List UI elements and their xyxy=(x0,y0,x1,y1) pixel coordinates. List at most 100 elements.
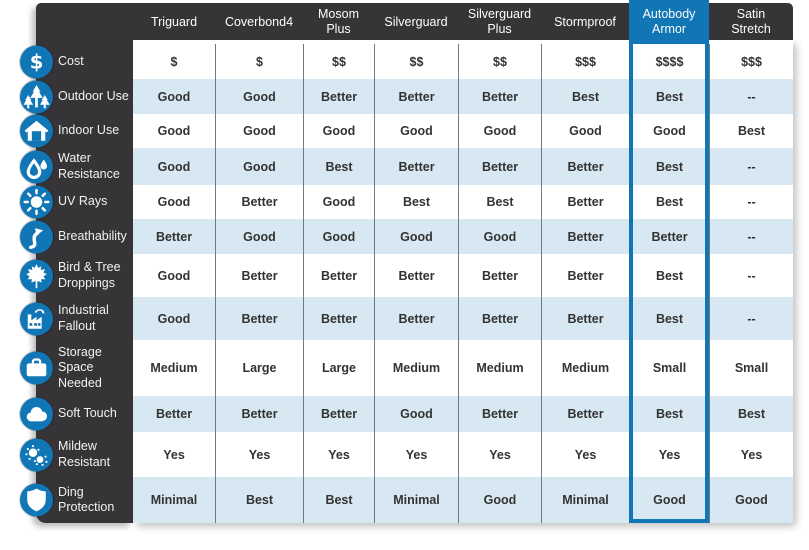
cell-soft-touch-coverbond4: Better xyxy=(215,396,303,432)
svg-text:$: $ xyxy=(30,50,44,73)
column-header-satin-stretch: Satin Stretch xyxy=(709,0,793,44)
cell-ding-protection-satin-stretch: Good xyxy=(709,477,793,523)
cell-cost-triguard: $ xyxy=(133,44,215,79)
shield-icon xyxy=(20,483,53,517)
cell-mildew-resistant-satin-stretch: Yes xyxy=(709,432,793,477)
cell-mildew-resistant-silverguard: Yes xyxy=(374,432,458,477)
row-header-panel xyxy=(36,3,133,523)
column-header-label: Mosom Plus xyxy=(318,7,359,36)
column-header-triguard: Triguard xyxy=(133,0,215,44)
cell-bird-tree-droppings-stormproof: Better xyxy=(541,254,629,297)
cell-uv-rays-triguard: Good xyxy=(133,185,215,219)
cell-water-resistance-silverguard: Better xyxy=(374,148,458,185)
cell-industrial-fallout-silverguard: Better xyxy=(374,297,458,340)
cell-indoor-use-mosom-plus: Good xyxy=(303,114,374,148)
cell-industrial-fallout-autobody-armor: Best xyxy=(629,297,709,340)
cell-bird-tree-droppings-mosom-plus: Better xyxy=(303,254,374,297)
cell-industrial-fallout-stormproof: Better xyxy=(541,297,629,340)
suitcase-icon xyxy=(20,351,53,385)
airflow-icon xyxy=(20,220,53,253)
cell-industrial-fallout-coverbond4: Better xyxy=(215,297,303,340)
cell-ding-protection-triguard: Minimal xyxy=(133,477,215,523)
cell-cost-silverguard-plus: $$ xyxy=(458,44,541,79)
cell-breathability-stormproof: Better xyxy=(541,219,629,254)
cell-outdoor-use-silverguard-plus: Better xyxy=(458,79,541,114)
trees-icon xyxy=(20,80,53,113)
cell-storage-space-needed-satin-stretch: Small xyxy=(709,340,793,396)
cell-bird-tree-droppings-satin-stretch: -- xyxy=(709,254,793,297)
cell-storage-space-needed-triguard: Medium xyxy=(133,340,215,396)
column-header-label: Silverguard Plus xyxy=(467,7,532,36)
cell-storage-space-needed-silverguard: Medium xyxy=(374,340,458,396)
cell-water-resistance-triguard: Good xyxy=(133,148,215,185)
cell-cost-coverbond4: $ xyxy=(215,44,303,79)
cell-industrial-fallout-mosom-plus: Better xyxy=(303,297,374,340)
row-label-uv-rays: UV Rays xyxy=(20,185,133,219)
corner-spacer xyxy=(36,0,133,44)
cell-bird-tree-droppings-triguard: Good xyxy=(133,254,215,297)
row-label-ding-protection: Ding Protection xyxy=(20,477,133,523)
column-header-label: Autobody Armor xyxy=(642,7,696,36)
house-icon xyxy=(20,114,53,148)
cell-uv-rays-silverguard-plus: Best xyxy=(458,185,541,219)
row-label-text: Mildew Resistant xyxy=(58,439,111,469)
factory-icon xyxy=(20,302,53,335)
cell-ding-protection-autobody-armor: Good xyxy=(629,477,709,523)
cell-water-resistance-stormproof: Better xyxy=(541,148,629,185)
column-header-label: Coverbond4 xyxy=(224,14,294,29)
cell-ding-protection-silverguard: Minimal xyxy=(374,477,458,523)
row-label-outdoor-use: Outdoor Use xyxy=(20,79,133,114)
cell-breathability-triguard: Better xyxy=(133,219,215,254)
column-header-label: Stormproof xyxy=(554,14,616,29)
cell-breathability-satin-stretch: -- xyxy=(709,219,793,254)
cell-indoor-use-coverbond4: Good xyxy=(215,114,303,148)
cell-breathability-autobody-armor: Better xyxy=(629,219,709,254)
cell-ding-protection-silverguard-plus: Good xyxy=(458,477,541,523)
maple-leaf-icon xyxy=(20,259,53,292)
cell-mildew-resistant-mosom-plus: Yes xyxy=(303,432,374,477)
cell-bird-tree-droppings-coverbond4: Better xyxy=(215,254,303,297)
row-label-industrial-fallout: Industrial Fallout xyxy=(20,297,133,340)
cell-cost-mosom-plus: $$ xyxy=(303,44,374,79)
cell-industrial-fallout-silverguard-plus: Better xyxy=(458,297,541,340)
cell-cost-stormproof: $$$ xyxy=(541,44,629,79)
cell-water-resistance-autobody-armor: Best xyxy=(629,148,709,185)
row-label-text: Outdoor Use xyxy=(58,88,129,103)
cell-mildew-resistant-stormproof: Yes xyxy=(541,432,629,477)
cell-storage-space-needed-mosom-plus: Large xyxy=(303,340,374,396)
row-label-text: Cost xyxy=(58,53,84,68)
cell-uv-rays-stormproof: Better xyxy=(541,185,629,219)
row-label-text: UV Rays xyxy=(58,194,108,209)
water-drops-icon xyxy=(20,150,53,183)
sun-icon xyxy=(20,185,53,219)
cell-mildew-resistant-autobody-armor: Yes xyxy=(629,432,709,477)
cell-storage-space-needed-silverguard-plus: Medium xyxy=(458,340,541,396)
cell-ding-protection-mosom-plus: Best xyxy=(303,477,374,523)
cell-outdoor-use-triguard: Good xyxy=(133,79,215,114)
cell-indoor-use-satin-stretch: Best xyxy=(709,114,793,148)
cell-storage-space-needed-coverbond4: Large xyxy=(215,340,303,396)
cell-breathability-silverguard: Good xyxy=(374,219,458,254)
cell-cost-autobody-armor: $$$$ xyxy=(629,44,709,79)
cell-soft-touch-satin-stretch: Best xyxy=(709,396,793,432)
cell-bird-tree-droppings-silverguard: Better xyxy=(374,254,458,297)
row-label-text: Breathability xyxy=(58,228,127,243)
cell-mildew-resistant-silverguard-plus: Yes xyxy=(458,432,541,477)
cell-outdoor-use-autobody-armor: Best xyxy=(629,79,709,114)
cell-outdoor-use-silverguard: Better xyxy=(374,79,458,114)
column-header-stormproof: Stormproof xyxy=(541,0,629,44)
cell-soft-touch-silverguard-plus: Better xyxy=(458,396,541,432)
cell-uv-rays-mosom-plus: Good xyxy=(303,185,374,219)
cell-outdoor-use-satin-stretch: -- xyxy=(709,79,793,114)
cell-uv-rays-coverbond4: Better xyxy=(215,185,303,219)
cell-storage-space-needed-stormproof: Medium xyxy=(541,340,629,396)
cell-indoor-use-silverguard-plus: Good xyxy=(458,114,541,148)
row-label-text: Industrial Fallout xyxy=(58,303,109,333)
column-header-label: Satin Stretch xyxy=(731,7,771,36)
cell-soft-touch-autobody-armor: Best xyxy=(629,396,709,432)
row-label-text: Soft Touch xyxy=(58,406,117,421)
column-header-label: Triguard xyxy=(150,14,198,29)
cell-uv-rays-satin-stretch: -- xyxy=(709,185,793,219)
cell-bird-tree-droppings-silverguard-plus: Better xyxy=(458,254,541,297)
